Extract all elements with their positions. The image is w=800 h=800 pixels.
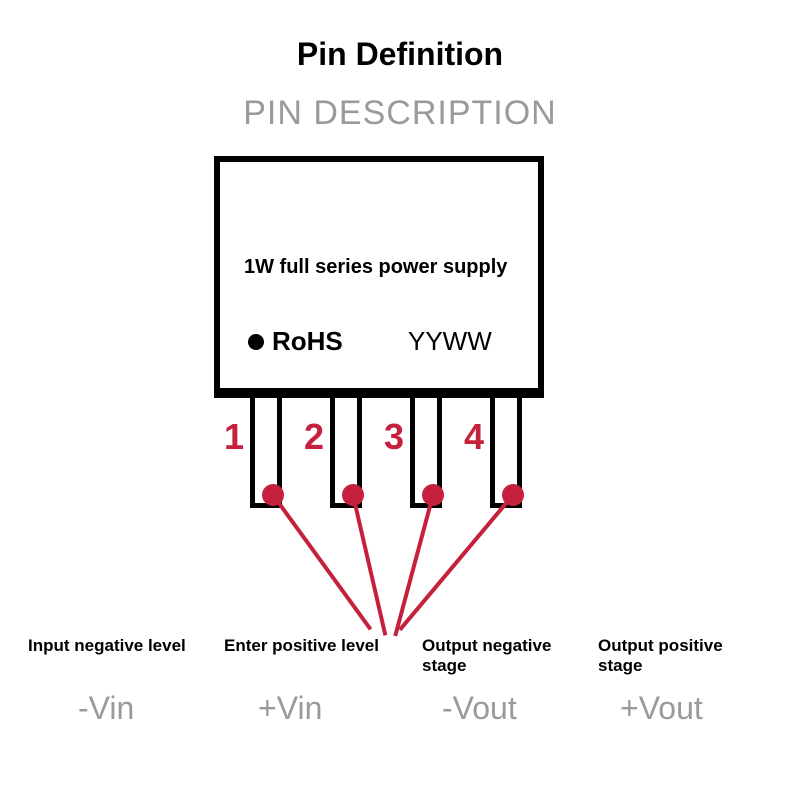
rohs-text: RoHS: [272, 326, 343, 357]
pin-number-2: 2: [304, 416, 324, 458]
subtitle: PIN DESCRIPTION: [0, 94, 800, 133]
pin-desc-1: Input negative level: [28, 636, 208, 656]
yyww-label: YYWW: [408, 326, 492, 357]
pin-desc-2: Enter positive level: [224, 636, 404, 656]
title: Pin Definition: [0, 36, 800, 73]
rohs-dot-icon: [248, 334, 264, 350]
pin-number-1: 1: [224, 416, 244, 458]
pin-marker-4: [502, 484, 524, 506]
pin-desc-4: Output positivestage: [598, 636, 778, 676]
pin-signal-2: +Vin: [258, 690, 322, 727]
pin-number-3: 3: [384, 416, 404, 458]
pin-marker-3: [422, 484, 444, 506]
pin-signal-4: +Vout: [620, 690, 703, 727]
pin-desc-3: Output negativestage: [422, 636, 602, 676]
rohs-label: RoHS: [248, 326, 343, 357]
component-inner-label: 1W full series power supply: [244, 256, 507, 279]
pin-signal-3: -Vout: [442, 690, 517, 727]
component-bottom-bar: [214, 388, 544, 398]
pin-marker-2: [342, 484, 364, 506]
pin-number-4: 4: [464, 416, 484, 458]
pin-marker-1: [262, 484, 284, 506]
pin-signal-1: -Vin: [78, 690, 134, 727]
